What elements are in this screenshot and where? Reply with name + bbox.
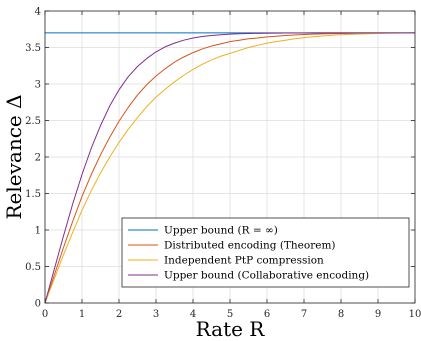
y-tick-label: 4 <box>35 7 41 18</box>
y-tick-labels: 0 0.5 1 1.5 2 2.5 3 3.5 4 <box>25 7 41 310</box>
legend-entry: Upper bound (R = ∞) <box>164 225 278 237</box>
x-tick-label: 6 <box>264 309 270 320</box>
legend-entry: Distributed encoding (Theorem) <box>164 240 336 252</box>
y-tick-label: 1.5 <box>25 189 41 200</box>
x-tick-labels: 0 1 2 3 4 5 6 7 8 9 10 <box>42 309 421 320</box>
series-line-3 <box>44 32 416 304</box>
x-tick-label: 4 <box>190 309 196 320</box>
x-axis-label: Rate R <box>196 317 266 341</box>
y-tick-label: 1 <box>35 226 41 237</box>
x-tick-label: 10 <box>409 309 421 320</box>
y-tick-label: 3.5 <box>25 43 41 54</box>
x-tick-label: 0 <box>42 309 48 320</box>
y-tick-label: 2 <box>35 153 41 164</box>
series-group <box>44 32 416 304</box>
y-tick-label: 0 <box>35 299 41 310</box>
legend-entry: Upper bound (Collaborative encoding) <box>164 270 369 282</box>
x-tick-label: 9 <box>375 309 381 320</box>
series-line-4 <box>44 32 415 304</box>
x-tick-label: 5 <box>227 309 233 320</box>
x-tick-label: 2 <box>116 309 122 320</box>
y-tick-label: 0.5 <box>25 262 41 273</box>
x-tick-label: 3 <box>153 309 159 320</box>
x-tick-label: 7 <box>301 309 307 320</box>
legend-box <box>121 217 410 288</box>
y-tick-label: 2.5 <box>25 116 41 127</box>
tick-marks <box>44 10 416 304</box>
x-tick-label: 8 <box>338 309 344 320</box>
y-tick-label: 3 <box>35 80 41 91</box>
legend-entry: Independent PtP compression <box>164 255 324 267</box>
y-axis-label: Relevance Δ <box>2 94 26 219</box>
x-tick-label: 1 <box>79 309 85 320</box>
legend: Upper bound (R = ∞) Distributed encoding … <box>121 217 410 288</box>
